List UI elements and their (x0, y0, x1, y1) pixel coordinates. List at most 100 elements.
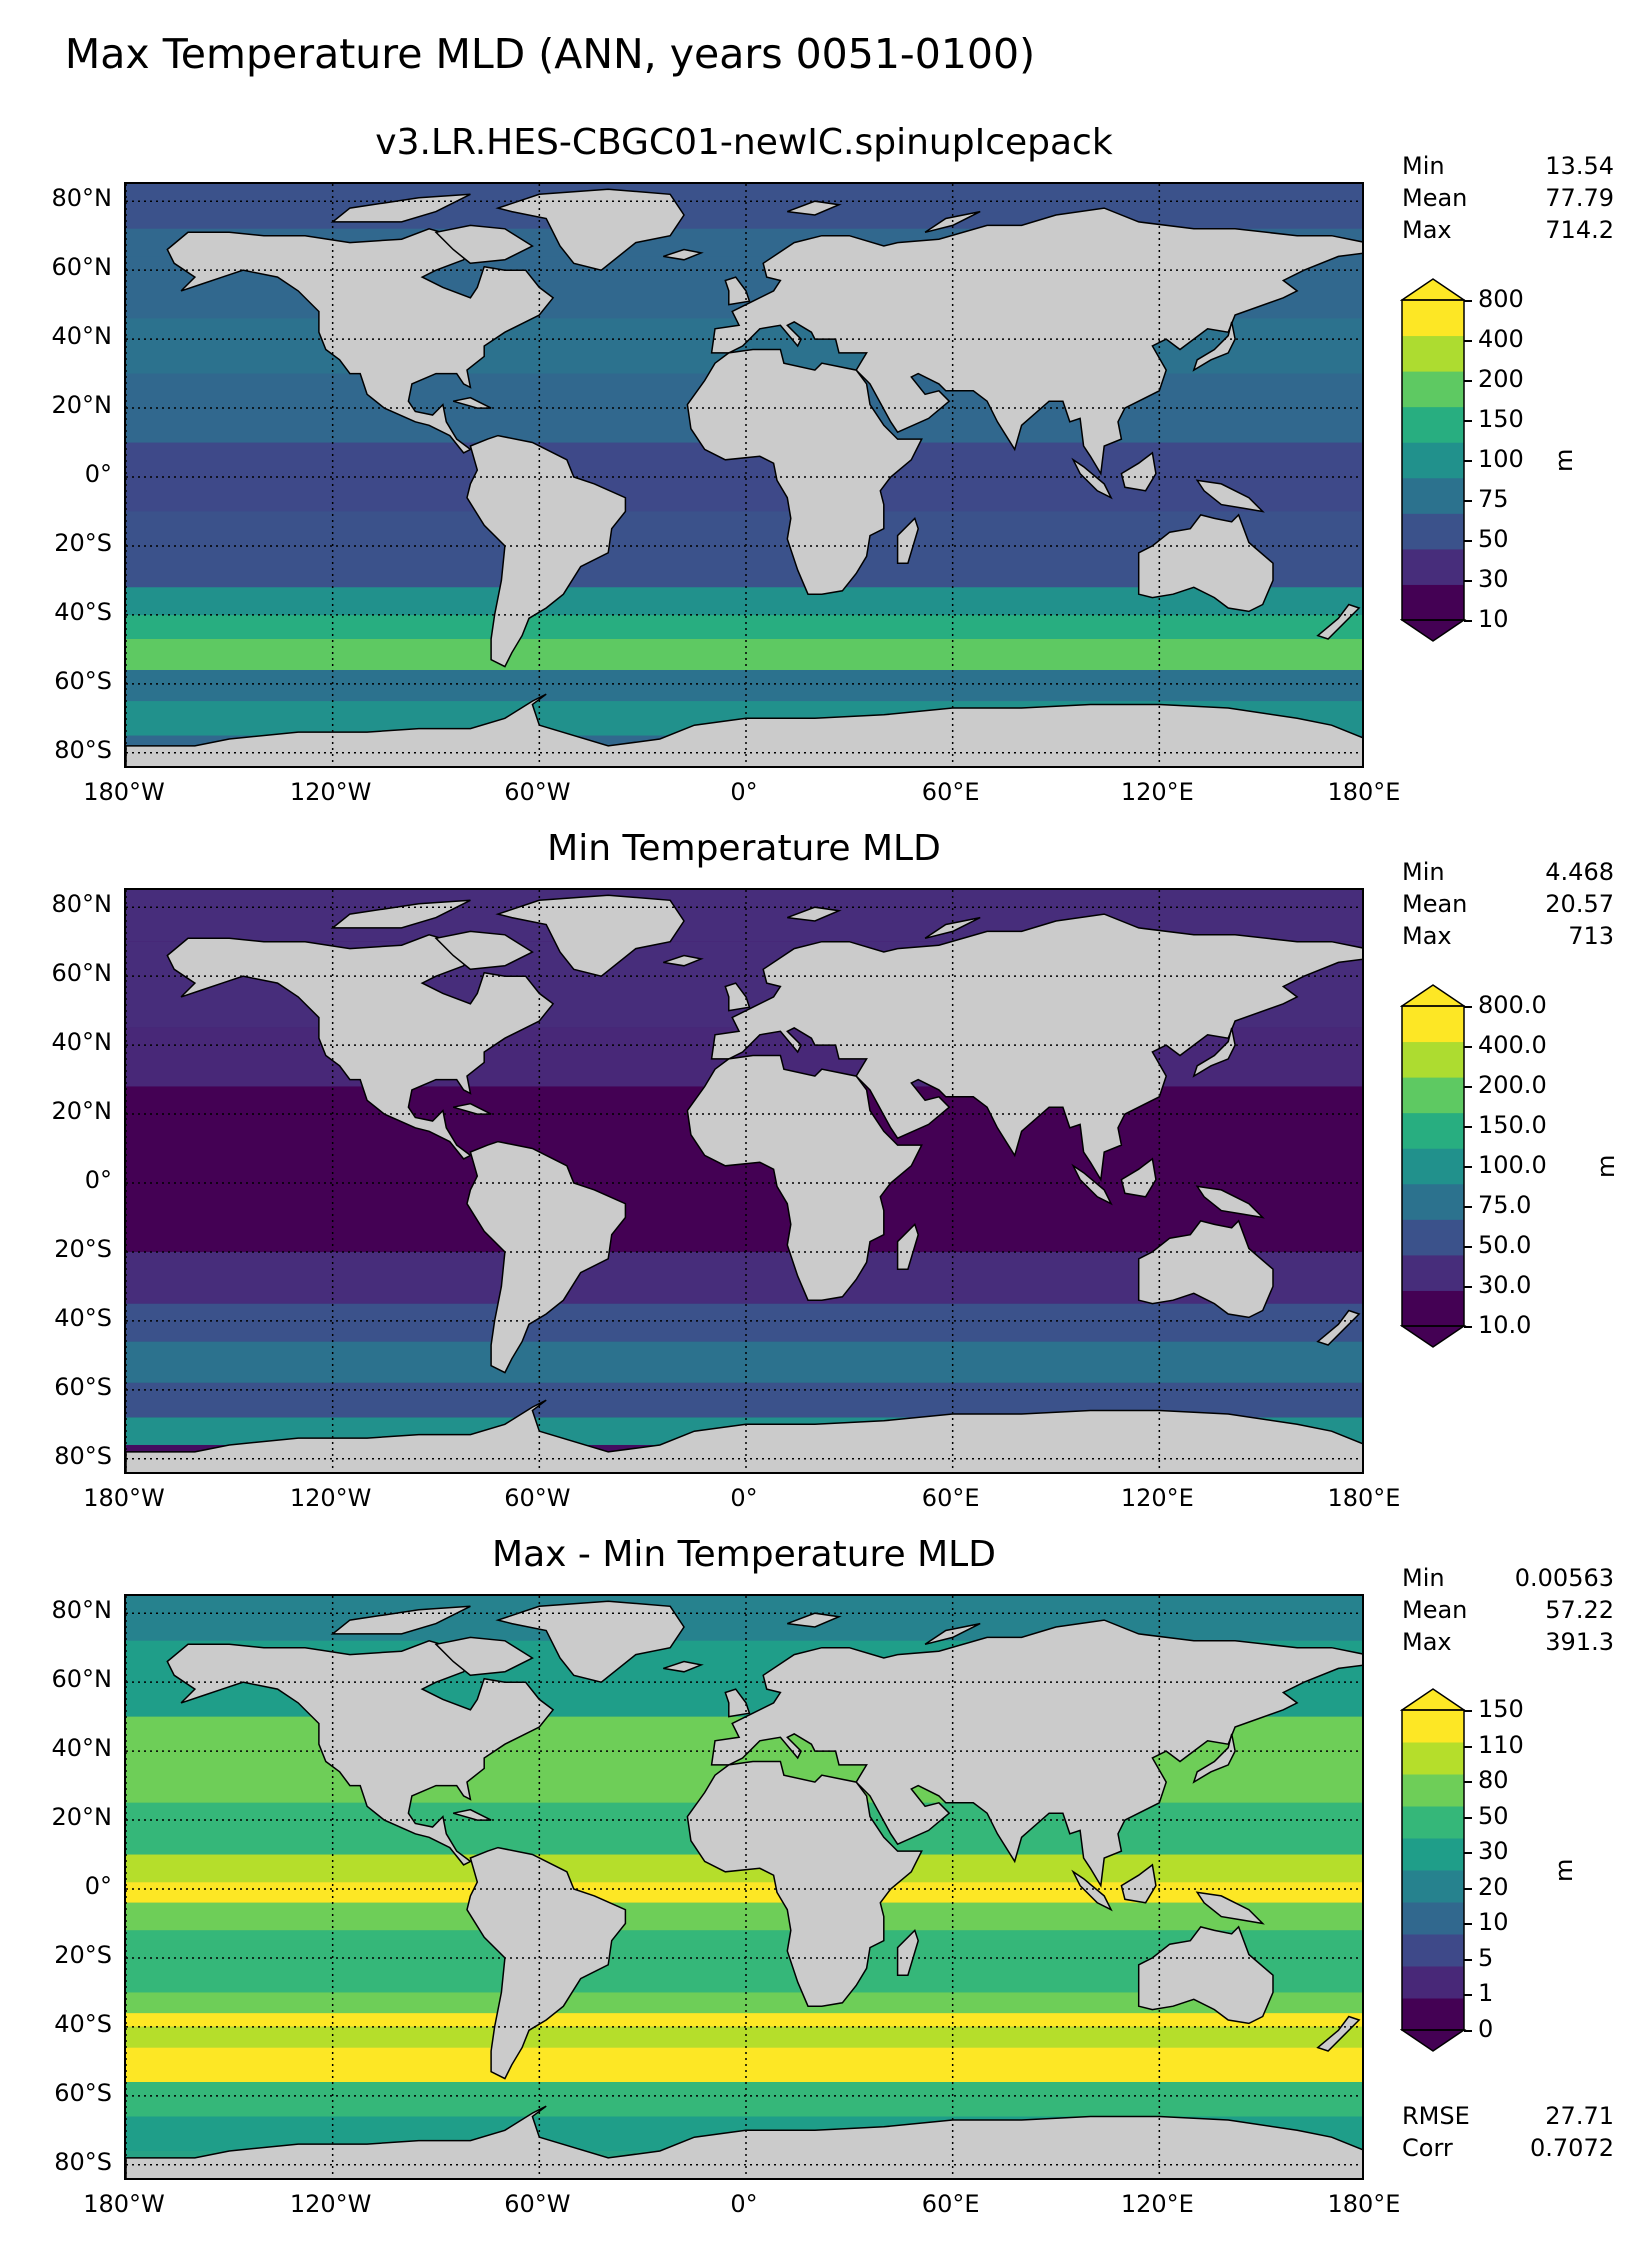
landmass-south-america (466, 1140, 627, 1374)
lat-tick-label: 60°N (51, 959, 113, 988)
lat-tick-label: 60°S (54, 2078, 112, 2107)
stat-value: 27.71 (1545, 2102, 1614, 2130)
colorbar-tick-mark (1464, 1166, 1472, 1168)
lon-tick-label: 60°E (921, 778, 980, 806)
landmass-madagascar (896, 1223, 919, 1270)
colorbar-tick-label: 75 (1478, 485, 1509, 513)
colorbar-tick-label: 800.0 (1478, 991, 1547, 1019)
stat-label: Mean (1402, 184, 1468, 212)
lat-tick-label: 60°N (51, 1665, 113, 1694)
colorbar-tick-mark (1464, 1710, 1472, 1712)
landmass-sumatra (1071, 1869, 1113, 1912)
lat-tick-label: 0° (84, 460, 112, 488)
colorbar-tick-label: 5 (1478, 1943, 1494, 1972)
colorbar-tick-mark (1464, 1923, 1472, 1926)
stat-row: Mean 77.79 (1402, 182, 1614, 214)
ocean-band (126, 1882, 1362, 1903)
colorbar-segment (1402, 300, 1464, 337)
landmass-antarctica (126, 2105, 1362, 2178)
colorbar-segment (1402, 548, 1464, 585)
ocean-band (126, 2082, 1362, 2117)
colorbar-tick-label: 10 (1478, 605, 1509, 633)
map-canvas (126, 1596, 1362, 2178)
colorbar-tick-label: 150.0 (1478, 1111, 1547, 1139)
stat-label: Min (1402, 152, 1445, 180)
lon-tick-label: 180°W (83, 778, 165, 806)
stat-value: 391.3 (1545, 1628, 1614, 1656)
landmass-cuba (452, 1808, 492, 1821)
lat-tick-label: 40°N (51, 1734, 113, 1763)
colorbar-tick-label: 30 (1478, 1837, 1509, 1866)
ocean-band (126, 670, 1362, 702)
colorbar-segment (1402, 1870, 1464, 1903)
lat-tick-label: 60°S (54, 1372, 112, 1401)
colorbar-tick-label: 30 (1478, 565, 1509, 593)
colorbar-tick-mark (1464, 1206, 1472, 1208)
colorbar-segment (1402, 1902, 1464, 1935)
landmass-south-america (466, 434, 627, 668)
lon-tick-label: 120°E (1120, 2190, 1194, 2218)
colorbar-segment (1402, 477, 1464, 514)
colorbar-tick-mark (1464, 300, 1472, 302)
ocean-band (126, 639, 1362, 671)
landmass-greenland (495, 1600, 685, 1684)
lat-tick-label: 40°N (51, 322, 113, 351)
landmass-greenland (495, 894, 685, 978)
colorbar-tick-mark (1464, 1086, 1472, 1088)
landmass-iceland (663, 1660, 704, 1673)
lon-tick-label: 120°W (289, 1484, 372, 1512)
colorbar-unit-label: m (1550, 1858, 1578, 1882)
colorbar-segment (1402, 1183, 1464, 1220)
colorbar-segment (1402, 513, 1464, 550)
lat-tick-label: 60°S (54, 666, 112, 695)
lat-tick-label: 40°N (51, 1028, 113, 1057)
stat-value: 57.22 (1545, 1596, 1614, 1624)
landmass-new-zealand (1316, 1309, 1361, 1346)
colorbar-segment (1402, 1254, 1464, 1291)
colorbar-segment (1402, 1966, 1464, 1999)
lon-tick-label: 180°W (83, 2190, 165, 2218)
colorbar-tick-mark (1464, 540, 1472, 542)
colorbar-tick-mark (1464, 500, 1472, 502)
landmass-eurasia (710, 913, 1362, 1182)
colorbar-outline (1401, 1709, 1465, 2031)
lat-tick-label: 80°N (51, 890, 113, 919)
landmass-africa (686, 1054, 923, 1301)
lon-tick-label: 0° (730, 2190, 758, 2218)
landmass-eurasia (710, 1619, 1362, 1888)
colorbar-extend-min (1399, 619, 1467, 642)
landmass-borneo (1120, 451, 1157, 492)
lon-tick-label: 180°E (1327, 1484, 1401, 1512)
landmass-japan (1192, 1733, 1236, 1784)
stat-value: 713 (1568, 922, 1614, 950)
stat-value: 13.54 (1545, 152, 1614, 180)
colorbar-tick-label: 30.0 (1478, 1271, 1532, 1299)
colorbar-tick-label: 200.0 (1478, 1071, 1547, 1099)
colorbar-tick-mark (1464, 580, 1472, 582)
colorbar-graphic (1399, 1688, 1467, 2052)
lon-tick-label: 120°W (289, 778, 372, 806)
colorbar-tick-mark (1464, 340, 1472, 342)
colorbar-segment (1402, 584, 1464, 621)
stat-row: RMSE 27.71 (1402, 2100, 1614, 2132)
colorbar-tick-label: 400 (1478, 325, 1524, 353)
lat-tick-label: 80°S (54, 1441, 112, 1470)
stat-row: Min 13.54 (1402, 150, 1614, 182)
map-panel (124, 1594, 1364, 2180)
stat-label: Max (1402, 216, 1452, 244)
stats-block: Min 4.468 Mean 20.57 Max 713 (1402, 856, 1614, 952)
colorbar-tick-label: 20 (1478, 1872, 1509, 1901)
ocean-band (126, 2026, 1362, 2048)
landmass-arctic-islands (330, 899, 471, 929)
landmass-svalbard (787, 906, 842, 922)
landmass-north-america (166, 1640, 555, 1866)
panel-title: Max - Min Temperature MLD (492, 1534, 996, 1575)
lat-tick-label: 20°S (54, 528, 112, 557)
ocean-band (126, 1596, 1362, 1641)
lon-tick-label: 120°E (1120, 1484, 1194, 1512)
landmass-greenland (495, 188, 685, 272)
ocean-band (126, 2013, 1362, 2027)
colorbar-segment (1402, 1219, 1464, 1256)
landmass-borneo (1120, 1157, 1157, 1198)
landmass-sumatra (1071, 457, 1113, 500)
